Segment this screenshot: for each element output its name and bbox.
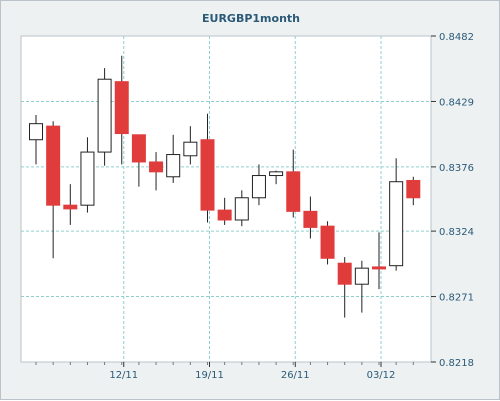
candle — [269, 170, 284, 185]
y-tick-label: 0.8376 — [439, 163, 474, 174]
candle — [183, 126, 198, 165]
y-tick-label: 0.8271 — [439, 293, 474, 304]
candle — [46, 121, 61, 259]
candle — [29, 115, 43, 165]
candle-body-down — [286, 171, 301, 212]
candle-body-up — [29, 123, 43, 141]
x-tick-label: 03/12 — [367, 370, 396, 381]
candle-body-up — [251, 175, 266, 199]
candle — [131, 134, 146, 187]
candle — [354, 260, 369, 313]
candle — [63, 184, 78, 225]
candle-body-up — [389, 181, 404, 267]
x-tick-label: 19/11 — [195, 370, 224, 381]
candle-body-down — [46, 125, 61, 206]
candle — [389, 158, 404, 271]
candle-body-down — [114, 81, 129, 135]
candle — [114, 55, 129, 165]
axis-layer: 0.8482 0.8429 0.8376 0.8324 0.8271 0.8218 12/1… — [35, 32, 474, 381]
candle-body-down — [217, 209, 232, 221]
candle — [97, 68, 112, 166]
candle — [149, 152, 164, 191]
candle — [166, 134, 181, 183]
chart-title: EURGBP1month — [202, 12, 300, 25]
candle-body-down — [337, 262, 352, 285]
candle — [337, 257, 352, 318]
candle-body-down — [406, 179, 421, 199]
candle-body-up — [183, 141, 198, 157]
candle — [303, 196, 318, 239]
candle-body-up — [354, 267, 369, 285]
candle-body-down — [200, 139, 215, 211]
candle — [372, 232, 386, 290]
candle-body-up — [97, 78, 112, 153]
candle — [286, 149, 301, 218]
candle — [234, 190, 249, 227]
y-tick-label: 0.8429 — [439, 97, 474, 108]
candle-body-down — [63, 204, 78, 210]
y-tick-label: 0.8324 — [439, 227, 474, 238]
candle — [200, 113, 215, 223]
candle-body-up — [80, 151, 95, 206]
candle-body-down — [149, 161, 164, 173]
candle-body-up — [166, 154, 181, 178]
candle — [406, 176, 421, 206]
candle — [217, 197, 232, 225]
candle-body-down — [320, 225, 335, 259]
candle-layer — [29, 55, 421, 318]
y-tick-label: 0.8218 — [439, 358, 474, 369]
candle — [80, 137, 95, 213]
x-tick-label: 12/11 — [109, 370, 138, 381]
candle-body-up — [269, 171, 284, 177]
candle-body-down — [303, 210, 318, 228]
candle — [251, 164, 266, 206]
y-tick-label: 0.8482 — [439, 32, 474, 43]
candle-body-down — [131, 134, 146, 163]
x-tick-label: 26/11 — [281, 370, 310, 381]
candle-body-down — [372, 266, 386, 270]
candle — [320, 221, 335, 265]
candle-body-up — [234, 197, 249, 221]
